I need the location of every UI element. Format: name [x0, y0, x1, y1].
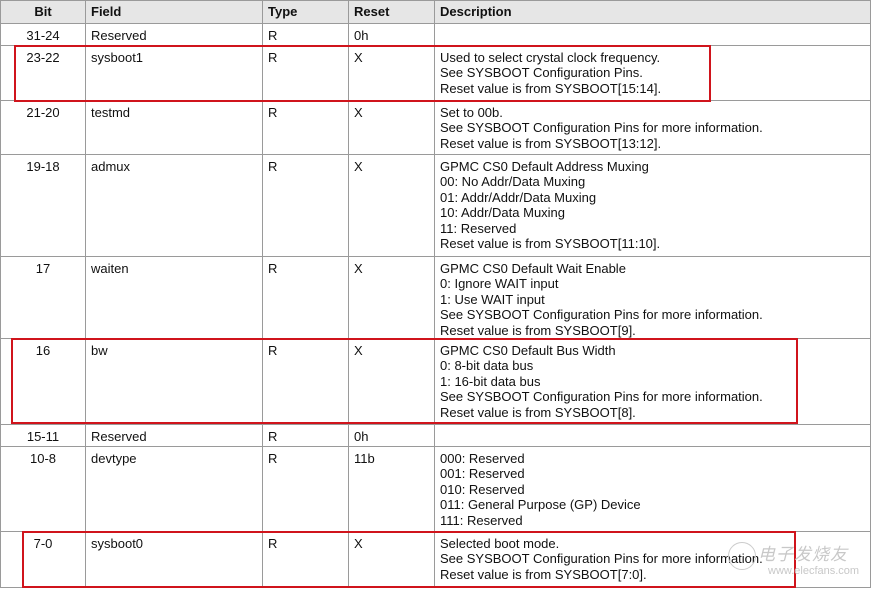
description-line: Used to select crystal clock frequency.: [440, 50, 661, 65]
description-cell: Selected boot mode. See SYSBOOT Configura…: [434, 531, 871, 589]
description-cell: Used to select crystal clock frequency. S…: [434, 45, 871, 101]
description-line: See SYSBOOT Configuration Pins for more …: [440, 120, 763, 136]
description-line: 0: Ignore WAIT input: [440, 276, 559, 292]
description-line: Reset value is from SYSBOOT[7:0].: [440, 566, 647, 582]
table-row: 10-8 devtype R 11b 000: Reserved 001: Reserve…: [0, 446, 871, 533]
description-line: Selected boot mode.: [440, 536, 560, 552]
description-line: 010: Reserved: [440, 481, 525, 497]
type-cell: R: [262, 424, 349, 448]
table-row: 7-0 sysboot0 R X Selected boot mode. See SYSB…: [0, 531, 871, 589]
description-line: 00: No Addr/Data Muxing: [440, 174, 586, 190]
bit-cell: 17: [0, 255, 86, 340]
bit-cell: 7-0: [0, 531, 86, 589]
header-field: Field: [85, 0, 263, 24]
header-type: Type: [262, 0, 349, 24]
description-line: 0: 8-bit data bus: [440, 358, 534, 374]
description-line: GPMC CS0 Default Bus Width: [440, 343, 616, 359]
bit-cell: 23-22: [0, 45, 86, 101]
description-cell: GPMC CS0 Default Bus Width 0: 8-bit data …: [434, 338, 871, 426]
field-cell: testmd: [85, 100, 263, 155]
header-reset: Reset: [348, 0, 435, 24]
type-cell: R: [262, 23, 349, 46]
type-cell: R: [262, 446, 349, 533]
field-cell: waiten: [85, 255, 263, 340]
type-cell: R: [262, 338, 349, 426]
bit-cell: 21-20: [0, 100, 86, 155]
field-cell: admux: [85, 154, 263, 257]
description-line: 1: 16-bit data bus: [440, 373, 541, 389]
table-row: 21-20 testmd R X Set to 00b. See SYSBOOT Conf…: [0, 100, 871, 155]
watermark-circle-icon: [728, 542, 756, 570]
description-line: 01: Addr/Addr/Data Muxing: [440, 189, 597, 205]
type-cell: R: [262, 100, 349, 155]
reset-cell: 11b: [348, 446, 435, 533]
field-cell: sysboot0: [85, 531, 263, 589]
table-row: 23-22 sysboot1 R X Used to select crystal cl…: [0, 45, 871, 101]
table-row: 15-11 Reserved R 0h: [0, 424, 871, 448]
description-cell: [434, 424, 871, 448]
reset-cell: X: [348, 255, 435, 340]
description-line: 10: Addr/Data Muxing: [440, 205, 566, 221]
reset-cell: 0h: [348, 23, 435, 46]
bit-cell: 10-8: [0, 446, 86, 533]
description-line: Reset value is from SYSBOOT[8].: [440, 404, 636, 420]
bit-cell: 31-24: [0, 23, 86, 46]
bit-cell: 19-18: [0, 154, 86, 257]
type-cell: R: [262, 531, 349, 589]
table-row: 19-18 admux R X GPMC CS0 Default Address Mux…: [0, 154, 871, 257]
reset-cell: X: [348, 154, 435, 257]
type-cell: R: [262, 45, 349, 101]
description-cell: GPMC CS0 Default Wait Enable 0: Ignore WA…: [434, 255, 871, 340]
description-line: Reset value is from SYSBOOT[13:12].: [440, 135, 662, 151]
table-row: 31-24 Reserved R 0h: [0, 23, 871, 46]
type-cell: R: [262, 154, 349, 257]
description-line: Reset value is from SYSBOOT[11:10].: [440, 236, 661, 252]
bit-cell: 16: [0, 338, 86, 426]
field-cell: devtype: [85, 446, 263, 533]
description-line: GPMC CS0 Default Address Muxing: [440, 159, 649, 174]
table-row: 17 waiten R X GPMC CS0 Default Wait Enable 0:…: [0, 255, 871, 340]
table-row: 16 bw R X GPMC CS0 Default Bus Width 0: 8-bit…: [0, 338, 871, 426]
reset-cell: X: [348, 45, 435, 101]
description-cell: Set to 00b. See SYSBOOT Configuration Pin…: [434, 100, 871, 155]
description-line: GPMC CS0 Default Wait Enable: [440, 261, 626, 276]
description-line: See SYSBOOT Configuration Pins for more …: [440, 551, 763, 567]
bit-cell: 15-11: [0, 424, 86, 448]
description-line: Set to 00b.: [440, 105, 503, 120]
description-line: 011: General Purpose (GP) Device: [440, 497, 641, 513]
header-description: Description: [434, 0, 871, 24]
description-line: Reset value is from SYSBOOT[9].: [440, 322, 636, 338]
reset-cell: X: [348, 100, 435, 155]
description-cell: GPMC CS0 Default Address Muxing 00: No Ad…: [434, 154, 871, 257]
description-cell: [434, 23, 871, 46]
field-cell: Reserved: [85, 424, 263, 448]
field-cell: Reserved: [85, 23, 263, 46]
field-cell: bw: [85, 338, 263, 426]
description-line: 11: Reserved: [440, 220, 517, 236]
description-line: 000: Reserved: [440, 451, 525, 467]
description-line: See SYSBOOT Configuration Pins.: [440, 65, 643, 81]
description-line: 111: Reserved: [440, 512, 523, 528]
watermark-logo: 电子发烧友 www.elecfans.com: [728, 540, 859, 577]
description-cell: 000: Reserved 001: Reserved 010: Reserved 0…: [434, 446, 871, 533]
reset-cell: X: [348, 338, 435, 426]
description-line: 1: Use WAIT input: [440, 291, 545, 307]
description-line: 001: Reserved: [440, 466, 525, 482]
field-cell: sysboot1: [85, 45, 263, 101]
description-line: See SYSBOOT Configuration Pins for more …: [440, 389, 763, 405]
reset-cell: 0h: [348, 424, 435, 448]
description-line: Reset value is from SYSBOOT[15:14].: [440, 80, 662, 96]
type-cell: R: [262, 255, 349, 340]
description-line: See SYSBOOT Configuration Pins for more …: [440, 307, 763, 323]
table-header-row: Bit Field Type Reset Description: [0, 0, 871, 24]
reset-cell: X: [348, 531, 435, 589]
header-bit: Bit: [0, 0, 86, 24]
